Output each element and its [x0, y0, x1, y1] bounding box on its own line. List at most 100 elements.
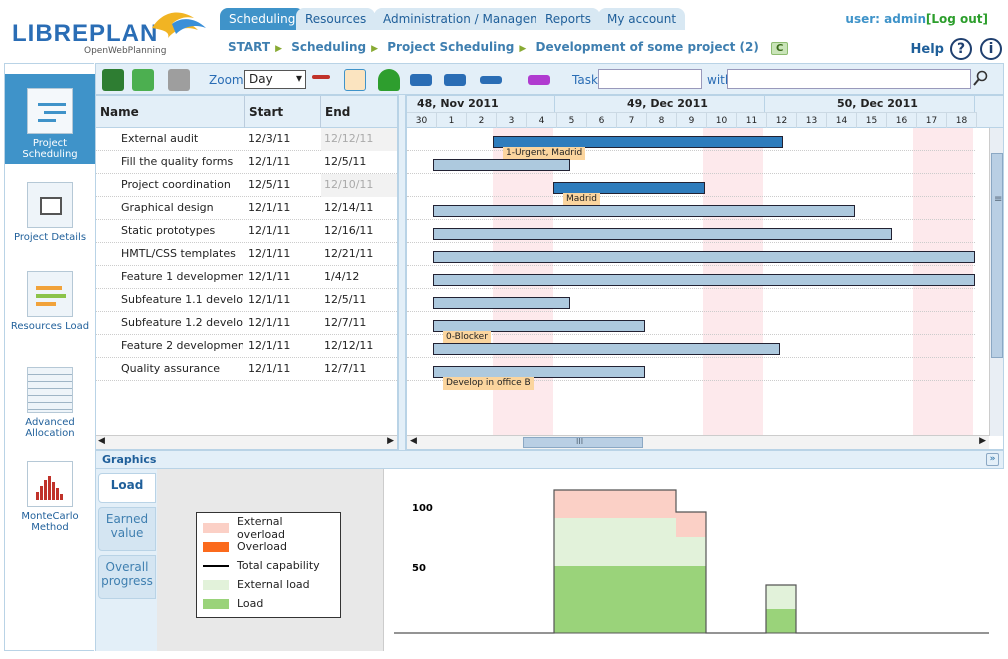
breadcrumb-scheduling[interactable]: Scheduling [291, 40, 367, 54]
task-filter-input[interactable] [598, 69, 702, 89]
task-row[interactable]: Feature 1 development 12/1/11 1/4/12 [96, 266, 397, 289]
task-row[interactable]: Quality assurance 12/1/11 12/7/11 [96, 358, 397, 381]
tab-reports[interactable]: Reports [536, 8, 601, 30]
tab-scheduling[interactable]: Scheduling [220, 8, 305, 30]
task-bar[interactable] [433, 343, 780, 355]
task-row[interactable]: Fill the quality forms 12/1/11 12/5/11 [96, 151, 397, 174]
task-end[interactable]: 12/7/11 [324, 316, 367, 329]
task-name[interactable]: Subfeature 1.2 developme [121, 316, 243, 329]
task-end[interactable]: 12/16/11 [324, 224, 374, 237]
show-reported-hours-icon[interactable] [480, 76, 502, 84]
task-name[interactable]: Feature 1 development [121, 270, 243, 283]
task-start[interactable]: 12/1/11 [248, 155, 291, 168]
task-start[interactable]: 12/1/11 [248, 270, 291, 283]
show-advances-icon[interactable] [444, 74, 466, 86]
task-start[interactable]: 12/1/11 [248, 339, 291, 352]
task-name[interactable]: Fill the quality forms [121, 155, 234, 168]
task-row[interactable]: Subfeature 1.1 developme 12/1/11 12/5/11 [96, 289, 397, 312]
task-start[interactable]: 12/1/11 [248, 224, 291, 237]
task-row[interactable]: External audit 12/3/11 12/12/11 [96, 128, 397, 151]
task-list-scrollbar[interactable]: ◀ ▶ [96, 435, 397, 449]
task-start[interactable]: 12/1/11 [248, 316, 291, 329]
save-icon[interactable] [102, 69, 124, 91]
task-end[interactable]: 12/14/11 [324, 201, 374, 214]
task-row[interactable]: HMTL/CSS templates 12/1/11 12/21/11 [96, 243, 397, 266]
sidebar-item-project-details[interactable]: Project Details [5, 182, 95, 252]
task-bar[interactable] [433, 297, 570, 309]
sidebar-item-montecarlo[interactable]: MonteCarlo Method [5, 461, 95, 541]
with-filter-input[interactable] [727, 69, 971, 89]
task-bar[interactable] [433, 205, 855, 217]
tab-earned-value[interactable]: Earned value [98, 507, 156, 551]
task-row[interactable]: Static prototypes 12/1/11 12/16/11 [96, 220, 397, 243]
info-icon[interactable]: i [980, 38, 1002, 60]
task-bar[interactable] [433, 366, 645, 378]
task-name[interactable]: Subfeature 1.1 developme [121, 293, 243, 306]
task-bar[interactable] [433, 228, 892, 240]
task-row[interactable]: Subfeature 1.2 developme 12/1/11 12/7/11 [96, 312, 397, 335]
tab-administration[interactable]: Administration / Management [374, 8, 571, 30]
show-labels-icon[interactable] [344, 69, 366, 91]
help-icon[interactable]: ? [950, 38, 972, 60]
expand-all-icon[interactable] [410, 74, 432, 86]
task-row[interactable]: Project coordination 12/5/11 12/10/11 [96, 174, 397, 197]
sidebar-item-project-scheduling[interactable]: Project Scheduling [5, 74, 95, 164]
task-end[interactable]: 12/7/11 [324, 362, 367, 375]
show-critical-path-icon[interactable] [312, 75, 330, 79]
print-icon[interactable] [168, 69, 190, 91]
task-end[interactable]: 12/12/11 [321, 128, 397, 151]
sidebar-item-resources-load[interactable]: Resources Load [5, 271, 95, 351]
help-area[interactable]: Help ? [911, 38, 972, 60]
task-end[interactable]: 12/5/11 [324, 155, 367, 168]
task-start[interactable]: 12/1/11 [248, 247, 291, 260]
scroll-thumb[interactable]: ≡ [991, 153, 1003, 358]
show-resources-icon[interactable] [378, 69, 400, 91]
zoom-select[interactable]: Day [244, 70, 306, 89]
task-bar[interactable] [553, 182, 705, 194]
task-start[interactable]: 12/5/11 [248, 178, 291, 191]
task-row[interactable]: Feature 2 developmen 12/1/11 12/12/11 [96, 335, 397, 358]
task-start[interactable]: 12/1/11 [248, 362, 291, 375]
task-end[interactable]: 12/21/11 [324, 247, 374, 260]
task-name[interactable]: Feature 2 developmen [121, 339, 243, 352]
column-name[interactable]: Name [96, 96, 245, 128]
task-bar[interactable] [433, 274, 975, 286]
show-money-cost-icon[interactable] [528, 75, 550, 85]
collapse-icon[interactable]: » [986, 453, 999, 466]
logout-link[interactable]: [Log out] [925, 12, 988, 26]
breadcrumb-project-scheduling[interactable]: Project Scheduling [387, 40, 515, 54]
gantt-horizontal-scrollbar[interactable]: ◀ III ▶ [407, 435, 989, 449]
search-icon[interactable] [973, 70, 989, 86]
pane-splitter[interactable] [398, 95, 406, 450]
task-start[interactable]: 12/3/11 [248, 132, 291, 145]
task-bar[interactable] [433, 320, 645, 332]
task-name[interactable]: Quality assurance [121, 362, 221, 375]
task-bar[interactable] [433, 251, 975, 263]
task-bar[interactable] [433, 159, 570, 171]
task-end[interactable]: 12/10/11 [321, 174, 397, 197]
help-label[interactable]: Help [910, 41, 944, 57]
task-name[interactable]: HMTL/CSS templates [121, 247, 236, 260]
breadcrumb-start[interactable]: START [228, 40, 271, 54]
task-start[interactable]: 12/1/11 [248, 293, 291, 306]
task-start[interactable]: 12/1/11 [248, 201, 291, 214]
task-name[interactable]: Static prototypes [121, 224, 216, 237]
task-row[interactable]: Graphical design 12/1/11 12/14/11 [96, 197, 397, 220]
task-name[interactable]: Graphical design [121, 201, 214, 214]
tab-resources[interactable]: Resources [296, 8, 376, 30]
scroll-thumb[interactable]: III [523, 437, 643, 448]
tab-my-account[interactable]: My account [598, 8, 686, 30]
reassign-icon[interactable] [132, 69, 154, 91]
sidebar-item-advanced-allocation[interactable]: Advanced Allocation [5, 367, 95, 447]
column-start[interactable]: Start [245, 96, 321, 128]
project-code-badge[interactable]: C [771, 42, 789, 55]
task-name[interactable]: Project coordination [121, 178, 231, 191]
tab-load[interactable]: Load [98, 473, 156, 503]
column-end[interactable]: End [325, 105, 351, 119]
gantt-vertical-scrollbar[interactable]: ≡ [989, 128, 1003, 436]
tab-overall-progress[interactable]: Overall progress [98, 555, 156, 599]
task-name[interactable]: External audit [121, 132, 199, 145]
task-end[interactable]: 1/4/12 [324, 270, 360, 283]
task-end[interactable]: 12/5/11 [324, 293, 367, 306]
graphics-panel-header[interactable]: Graphics » [95, 450, 1004, 469]
